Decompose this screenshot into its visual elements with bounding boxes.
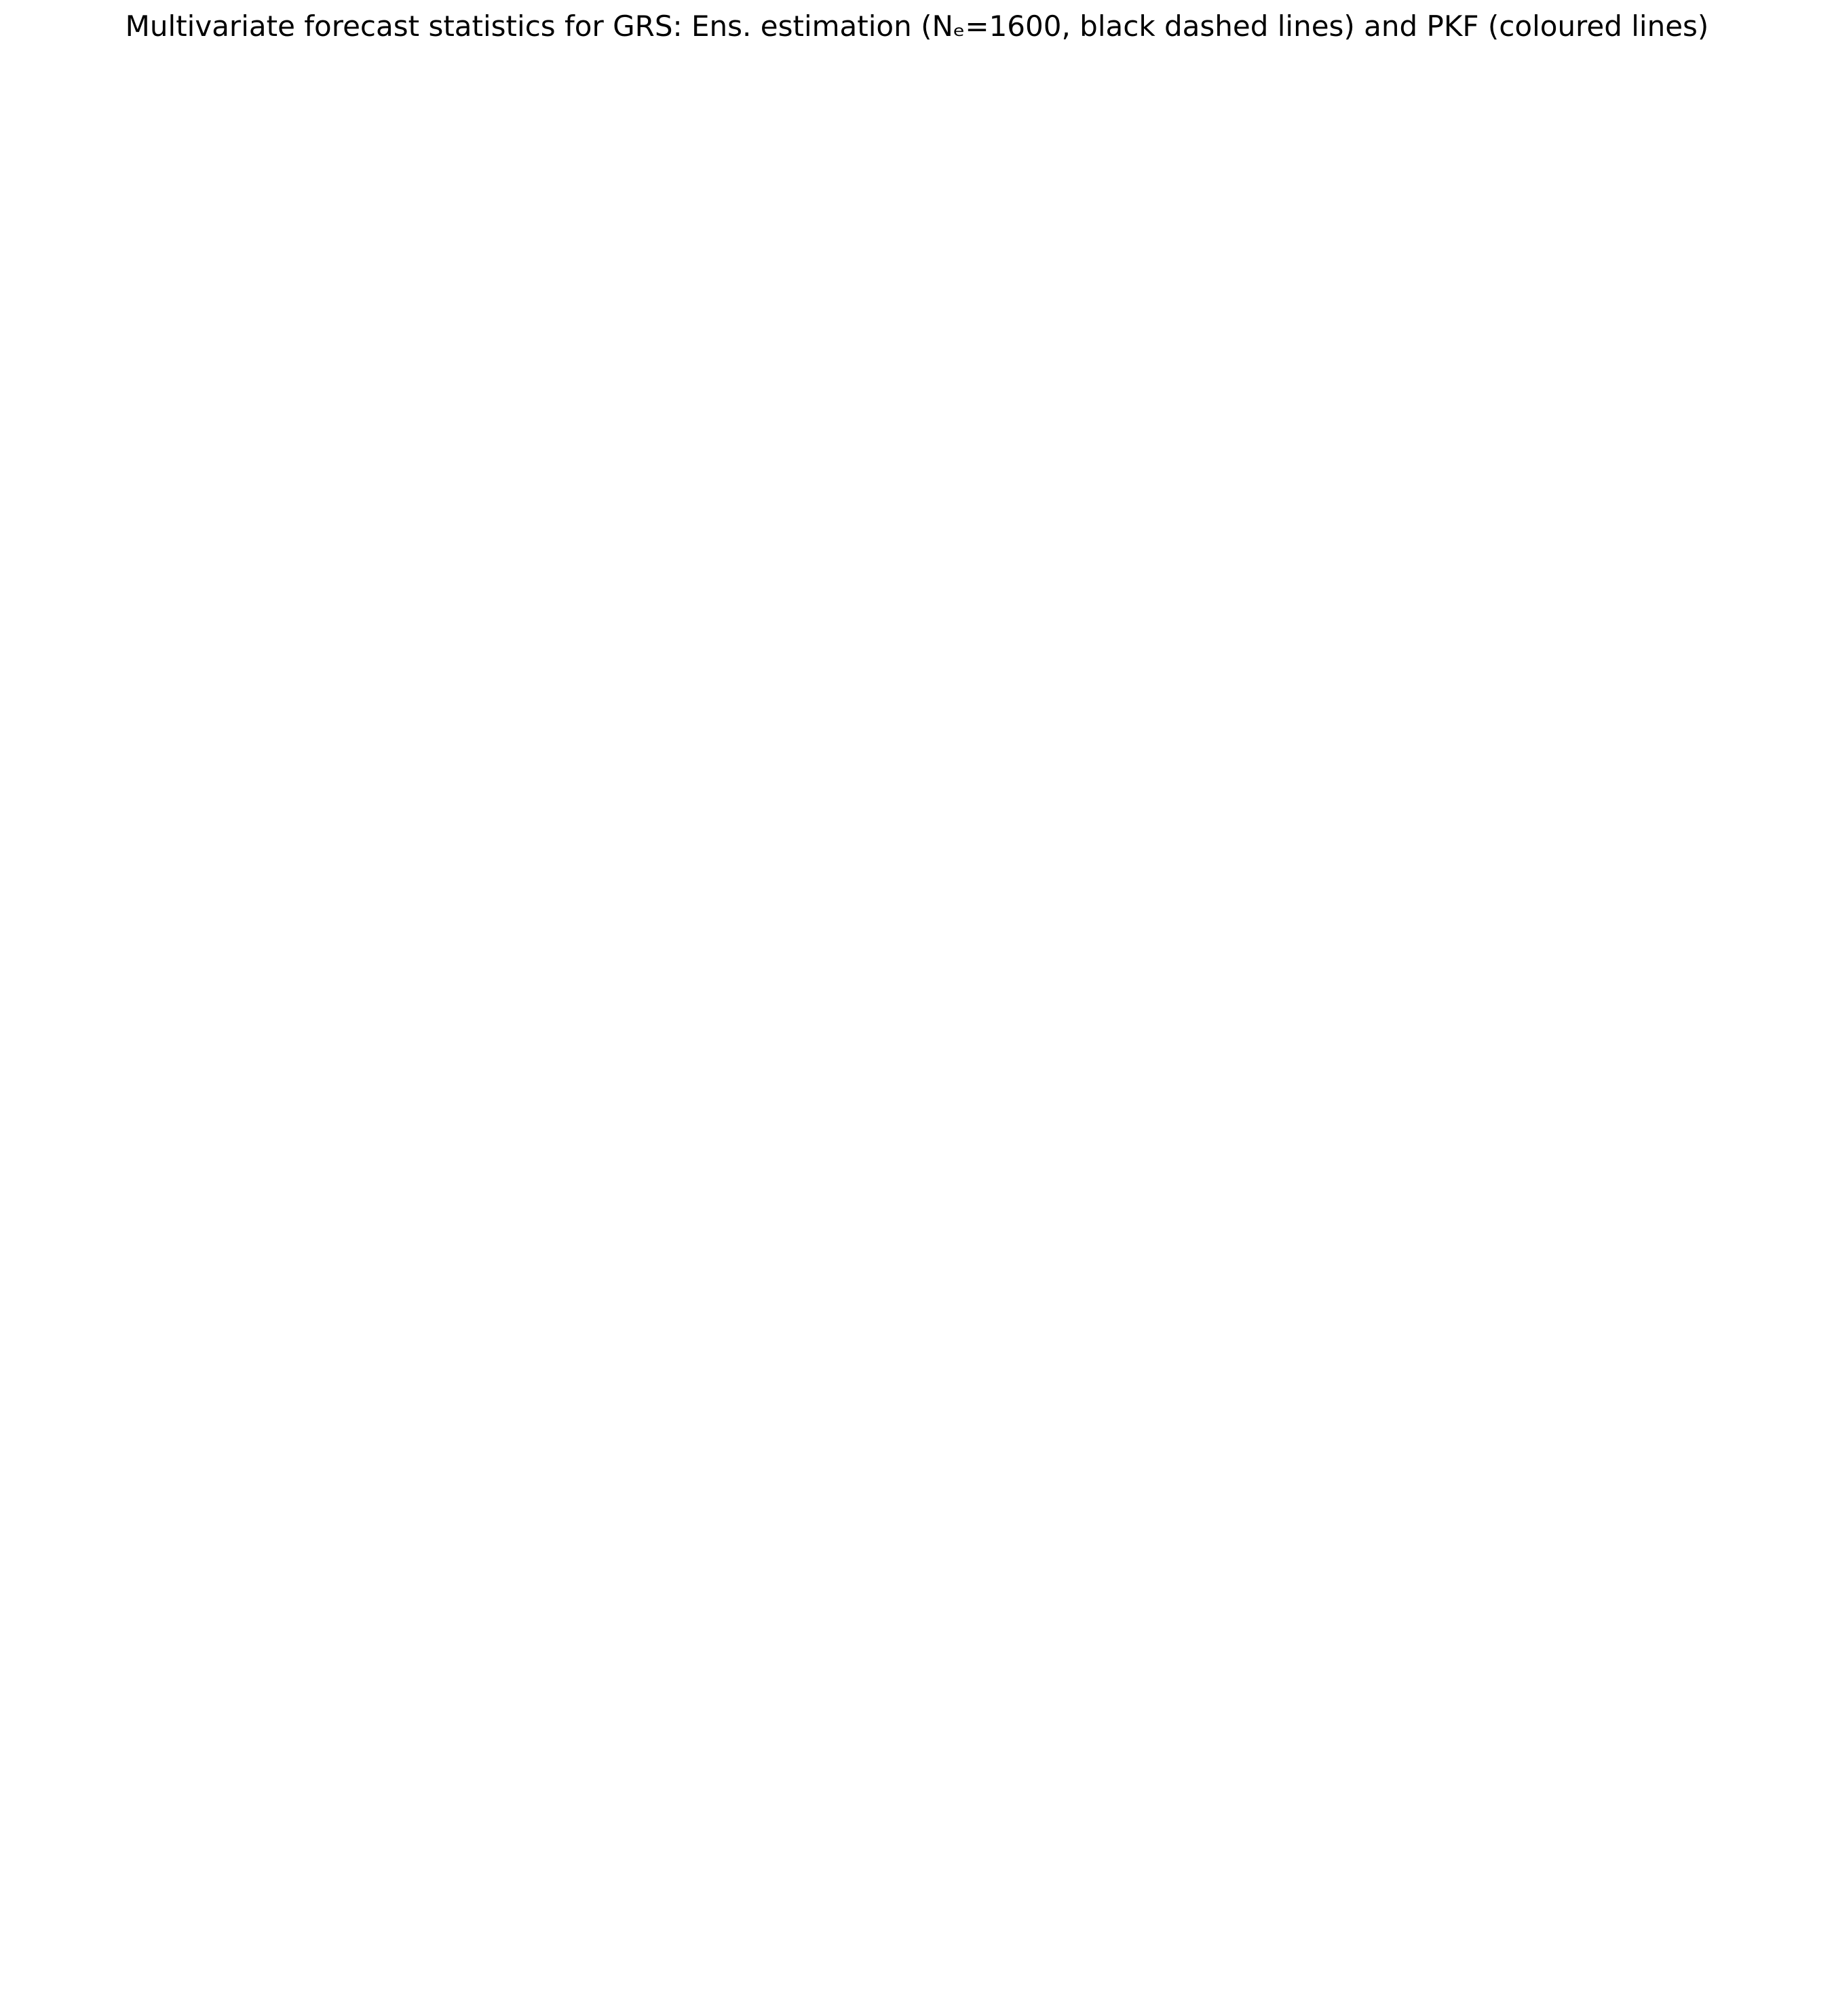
figure: Multivariate forecast statistics for GRS…	[0, 9, 1834, 45]
figure-title: Multivariate forecast statistics for GRS…	[125, 9, 1709, 43]
